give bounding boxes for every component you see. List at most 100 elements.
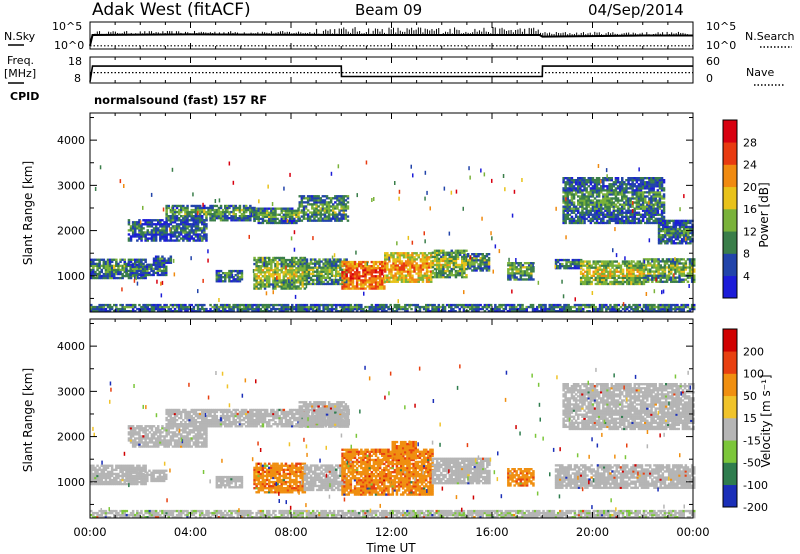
heatmap-cell xyxy=(203,210,206,214)
heatmap-cell xyxy=(131,233,135,236)
heatmap-cell xyxy=(127,273,130,277)
heatmap-cell xyxy=(615,268,618,271)
heatmap-cell xyxy=(169,217,173,220)
heatmap-cell xyxy=(684,266,688,269)
heatmap-cell xyxy=(341,282,344,286)
heatmap-cell xyxy=(589,213,593,216)
heatmap-cell xyxy=(323,203,327,206)
heatmap-cell xyxy=(682,264,685,267)
heatmap-cell xyxy=(461,272,464,275)
heatmap-cell xyxy=(346,197,350,200)
heatmap-cell xyxy=(314,274,317,278)
heatmap-cell xyxy=(291,207,294,210)
heatmap-cell xyxy=(355,277,359,280)
heatmap-cell xyxy=(600,262,604,265)
heatmap-cell xyxy=(603,280,606,284)
heatmap-cell xyxy=(417,256,420,259)
heatmap-cell xyxy=(586,282,589,286)
heatmap-cell xyxy=(304,217,308,220)
heatmap-cell xyxy=(165,227,168,230)
heatmap-cell xyxy=(665,260,669,263)
heatmap-cell xyxy=(364,279,367,282)
heatmap-cell xyxy=(666,238,669,241)
heatmap-cell xyxy=(583,195,586,198)
heatmap-cell xyxy=(162,263,166,266)
heatmap-cell xyxy=(528,266,531,269)
heatmap-cell xyxy=(203,208,206,212)
freq-unit: [MHz] xyxy=(4,67,36,80)
heatmap-cell xyxy=(648,217,651,221)
heatmap-cell xyxy=(326,260,330,263)
heatmap-cell xyxy=(135,273,139,277)
heatmap-cell xyxy=(342,213,345,216)
heatmap-cell xyxy=(666,225,669,229)
heatmap-cell xyxy=(676,270,679,273)
heatmap-cell xyxy=(554,260,558,264)
heatmap-cell xyxy=(330,264,334,267)
heatmap-cell xyxy=(328,272,332,276)
heatmap-cell xyxy=(621,211,624,214)
heatmap-cell xyxy=(338,213,341,216)
heatmap-cell xyxy=(160,269,164,273)
heatmap-cell xyxy=(600,189,603,192)
heatmap-cell xyxy=(636,270,639,273)
heatmap-cell xyxy=(317,195,320,198)
heatmap-cell xyxy=(674,229,678,233)
heatmap-cell xyxy=(572,201,576,204)
heatmap-cell xyxy=(616,181,620,184)
heatmap-cell xyxy=(186,213,189,216)
heatmap-cell xyxy=(288,258,292,262)
heatmap-cell xyxy=(177,227,181,230)
heatmap-cell xyxy=(140,239,143,242)
heatmap-cell xyxy=(263,256,267,260)
heatmap-cell xyxy=(255,262,258,266)
heatmap-cell xyxy=(619,264,623,267)
heatmap-cell xyxy=(334,217,337,220)
heatmap-cell xyxy=(127,303,131,307)
heatmap-cell xyxy=(631,195,634,198)
heatmap-cell xyxy=(203,229,206,232)
heatmap-cell xyxy=(346,219,350,222)
heatmap-cell xyxy=(425,270,429,273)
heatmap-cell xyxy=(626,274,629,278)
heatmap-cell xyxy=(473,269,476,272)
heatmap-cell xyxy=(226,206,229,210)
heatmap-cell xyxy=(319,197,322,200)
heatmap-cell xyxy=(627,207,630,210)
heatmap-cell xyxy=(321,219,325,222)
heatmap-cell xyxy=(110,258,114,261)
heatmap-cell xyxy=(300,211,304,214)
heatmap-cell xyxy=(517,270,520,273)
heatmap-cell xyxy=(355,267,359,270)
heatmap-cell xyxy=(417,276,420,279)
heatmap-cell xyxy=(421,274,425,277)
heatmap-cell xyxy=(272,269,275,272)
heatmap-cell xyxy=(655,270,658,273)
heatmap-cell xyxy=(358,260,361,264)
heatmap-cell xyxy=(102,310,106,313)
heatmap-cell xyxy=(452,274,456,277)
heatmap-cell xyxy=(288,273,292,276)
heatmap-cell xyxy=(586,262,589,265)
heatmap-cell xyxy=(323,209,327,212)
heatmap-cell xyxy=(198,210,202,214)
heatmap-cell xyxy=(327,213,331,216)
heatmap-cell xyxy=(293,281,296,284)
heatmap-cell xyxy=(640,270,644,273)
heatmap-cell xyxy=(372,279,376,282)
heatmap-cell xyxy=(188,239,191,242)
heatmap-cell xyxy=(415,272,418,275)
heatmap-cell xyxy=(417,264,420,267)
heatmap-cell xyxy=(591,195,595,198)
heatmap-cell xyxy=(413,278,416,281)
heatmap-cell xyxy=(623,211,626,214)
heatmap-cell xyxy=(517,272,520,275)
heatmap-cell xyxy=(108,274,112,278)
heatmap-cell xyxy=(300,195,304,198)
heatmap-cell xyxy=(630,266,633,269)
heatmap-cell xyxy=(423,272,427,275)
heatmap-cell xyxy=(438,269,441,273)
heatmap-cell xyxy=(270,269,273,272)
heatmap-cell xyxy=(654,203,657,206)
heatmap-cell xyxy=(198,227,202,230)
